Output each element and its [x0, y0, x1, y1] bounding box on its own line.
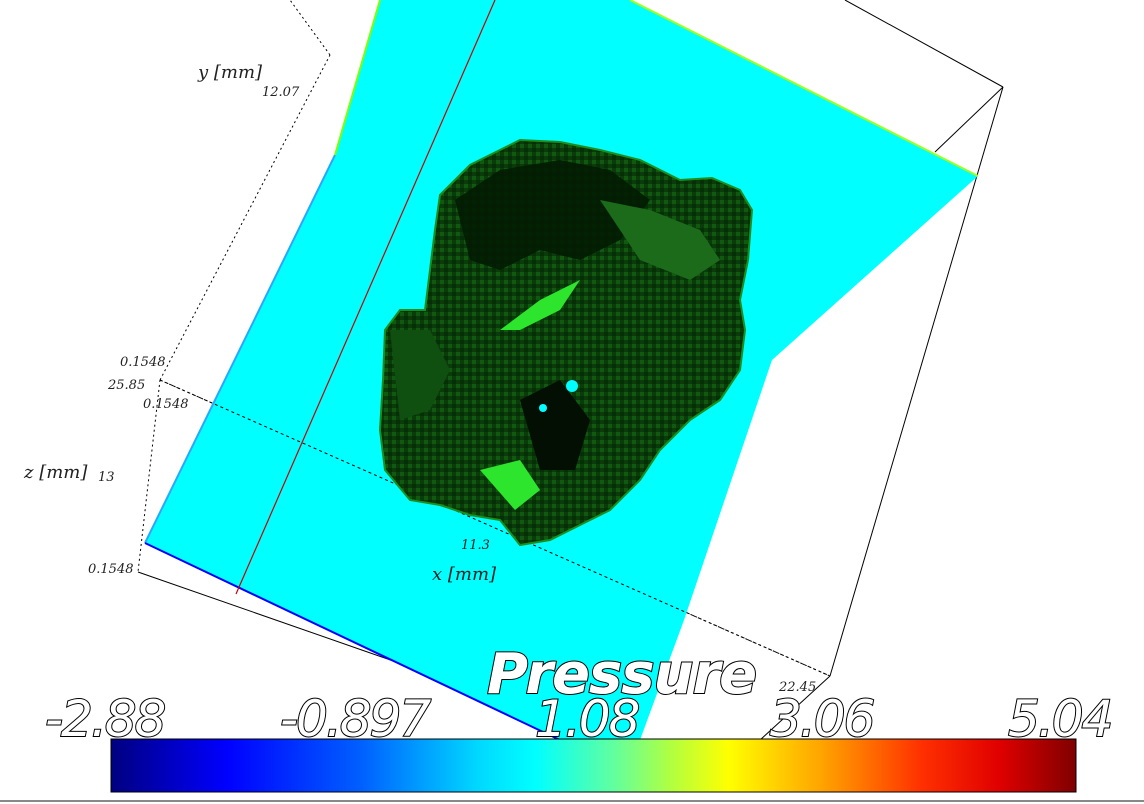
- y-tick-max: 12.07: [262, 85, 300, 100]
- object-cavity: [520, 380, 590, 470]
- box-edge-right-vertical: [829, 86, 1004, 677]
- object-hole: [566, 380, 578, 392]
- guide-line: [235, 0, 496, 595]
- object-highlight-1: [500, 280, 580, 330]
- isosurface-object: [378, 138, 754, 547]
- colorbar-title: Pressure: [487, 642, 756, 707]
- y-axis-label: y [mm]: [197, 62, 263, 83]
- colorbar-gradient: [110, 738, 1077, 793]
- x-axis-label: x [mm]: [432, 564, 497, 585]
- colorbar-tick-0: -2.88: [45, 690, 165, 748]
- object-hole-2: [539, 404, 547, 412]
- box-edge-z-back: [137, 379, 161, 573]
- x-axis-line: [159, 379, 831, 677]
- object-lobe-left: [390, 330, 450, 420]
- plane-edge-top-right: [629, 0, 979, 177]
- plane-edge-top-left: [334, 0, 381, 156]
- z-axis-label: z [mm]: [23, 462, 88, 483]
- box-edge-top-left: [289, 0, 331, 56]
- z-tick-min: 0.1548: [88, 562, 134, 577]
- z-tick-max: 25.85: [107, 378, 145, 393]
- object-highlight-3: [480, 460, 540, 510]
- plane-edge-bottom: [144, 542, 561, 741]
- y-tick-min: 0.1548: [120, 355, 166, 370]
- object-shadow-top: [455, 160, 650, 270]
- box-edge-top-inner: [934, 86, 1004, 153]
- object-highlight-2: [600, 200, 720, 280]
- x-tick-max: 22.45: [778, 680, 816, 695]
- box-edge-bottom-right: [759, 675, 831, 741]
- plane-edge-left: [144, 154, 336, 544]
- colorbar: Pressure -2.88 -0.897 1.08 3.06 5.04: [44, 641, 1114, 793]
- x-tick-min: 0.1548: [143, 397, 189, 412]
- x-tick-mid: 11.3: [461, 538, 490, 553]
- box-edge-top-right: [844, 0, 1004, 88]
- box-edge-y-back: [159, 54, 331, 381]
- z-tick-mid: 13: [98, 470, 115, 485]
